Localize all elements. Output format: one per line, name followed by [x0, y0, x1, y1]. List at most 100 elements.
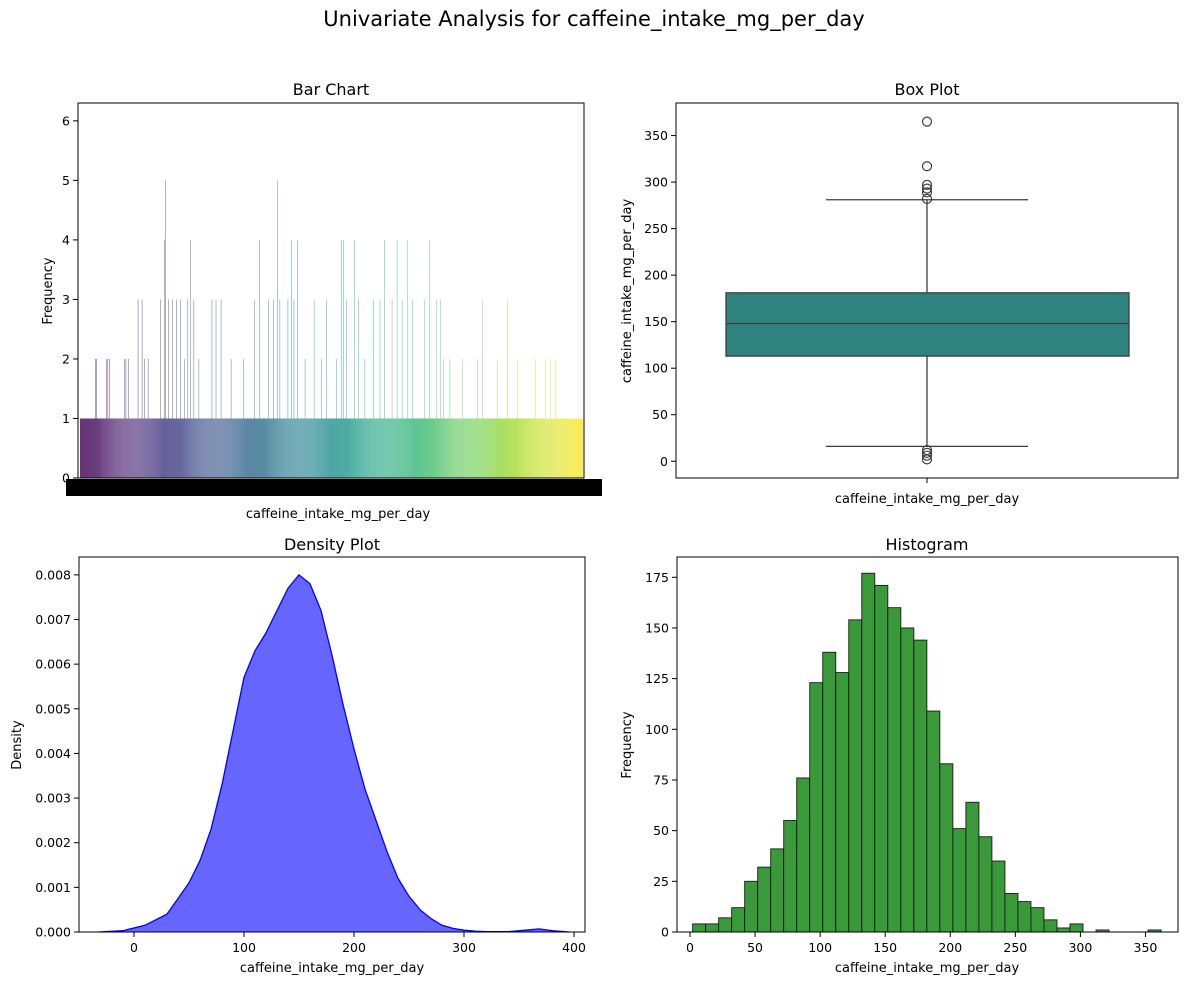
bar-chart-ylabel: Frequency	[41, 257, 56, 324]
bar-chart-x-tick-labels	[66, 479, 602, 496]
histogram-y-tick-label: 150	[645, 620, 669, 635]
histogram-bar	[978, 836, 993, 933]
density-plot-panel: 0.000 0.001 0.002 0.003 0.004 0.005 0.006 0.007…	[10, 535, 586, 976]
box-plot-y-tick-label: 350	[644, 128, 668, 143]
bar-chart-y-tick-label: 5	[62, 173, 70, 188]
histogram-bar	[1069, 923, 1084, 933]
box-plot-y-tick-label: 100	[644, 361, 668, 376]
density-plot-y-tick-label: 0.008	[35, 567, 71, 582]
histogram-x-ticks: 0 50 100 150 200 250 300 350	[686, 932, 1157, 955]
density-plot-y-tick-label: 0.006	[35, 657, 71, 672]
box-plot-outlier	[921, 183, 933, 194]
histogram-y-tick-label: 25	[653, 874, 669, 889]
box-plot-outlier	[921, 447, 933, 458]
density-plot-fill	[98, 574, 570, 932]
box-plot-y-tick-label: 150	[644, 314, 668, 329]
histogram-y-tick-label: 50	[653, 823, 669, 838]
histogram-bar	[952, 828, 967, 933]
histogram-bar	[744, 880, 759, 933]
box-plot-y-tick-label: 0	[660, 454, 668, 469]
box-plot-box	[725, 292, 1130, 357]
box-plot-outlier	[921, 116, 933, 127]
histogram-bar	[1017, 901, 1032, 933]
histogram-x-tick-label: 200	[938, 940, 962, 955]
box-plot-y-tick-label: 200	[644, 268, 668, 283]
density-plot-y-tick-label: 0.005	[35, 701, 71, 716]
histogram-x-tick-label: 0	[686, 940, 694, 955]
histogram-bar	[822, 651, 837, 933]
histogram-bar	[796, 777, 811, 933]
box-plot-elements	[725, 116, 1130, 465]
histogram-panel: 0 25 50 75 100 125 150 175 0 50 100 150 200 250 300 35…	[620, 535, 1179, 976]
histogram-y-tick-label: 0	[661, 925, 669, 940]
histogram-bar	[718, 917, 733, 933]
density-plot-xlabel: caffeine_intake_mg_per_day	[240, 961, 425, 976]
density-plot-y-tick-label: 0.007	[35, 612, 71, 627]
box-plot-y-tick-label: 50	[652, 407, 668, 422]
histogram-x-tick-label: 100	[808, 940, 832, 955]
histogram-frame	[676, 556, 1179, 933]
histogram-bar	[1056, 927, 1071, 933]
box-plot-y-tick-label: 250	[644, 221, 668, 236]
histogram-x-tick-label: 50	[747, 940, 763, 955]
histogram-y-tick-label: 175	[645, 570, 669, 585]
bar-chart-panel: 0 1 2 3 4 5 6 Bar Chart caffeine_intake_mg_per…	[41, 80, 602, 522]
histogram-x-tick-label: 300	[1068, 940, 1092, 955]
histogram-bar	[965, 801, 980, 933]
bar-chart-bars	[80, 180, 583, 478]
histogram-bar	[770, 848, 785, 933]
histogram-bar	[1043, 919, 1058, 933]
density-plot-x-tick-label: 0	[130, 940, 138, 955]
density-plot-frame	[78, 556, 586, 933]
density-plot-ylabel: Density	[10, 720, 25, 770]
density-plot-area	[98, 573, 570, 933]
histogram-y-tick-label: 100	[645, 722, 669, 737]
histogram-bar	[874, 584, 889, 933]
histogram-bar	[939, 763, 954, 933]
histogram-x-tick-label: 350	[1134, 940, 1158, 955]
histogram-y-tick-label: 75	[653, 772, 669, 787]
box-plot-outlier	[921, 161, 933, 172]
density-plot-x-tick-label: 200	[342, 940, 366, 955]
histogram-bar	[692, 923, 707, 933]
figure-title: Univariate Analysis for caffeine_intake_…	[323, 7, 864, 32]
histogram-x-tick-label: 150	[873, 940, 897, 955]
box-plot-xlabel: caffeine_intake_mg_per_day	[835, 492, 1020, 507]
density-plot-line	[98, 573, 570, 933]
density-plot-y-tick-label: 0.001	[35, 880, 71, 895]
bar-chart-y-ticks: 0 1 2 3 4 5 6	[62, 113, 78, 486]
density-plot-y-tick-label: 0.004	[35, 746, 71, 761]
box-plot-outlier	[921, 450, 933, 461]
density-plot-title: Density Plot	[284, 535, 380, 554]
bar-chart-title: Bar Chart	[293, 80, 369, 99]
density-plot-x-tick-label: 300	[452, 940, 476, 955]
box-plot-title: Box Plot	[895, 80, 960, 99]
histogram-y-ticks: 0 25 50 75 100 125 150 175	[645, 570, 677, 940]
histogram-bar	[900, 627, 915, 933]
bar-chart-y-tick-label: 2	[62, 351, 70, 366]
histogram-title: Histogram	[886, 535, 969, 554]
box-plot-outlier	[921, 193, 933, 204]
bar-chart-y-tick-label: 6	[62, 113, 70, 128]
histogram-bar	[1030, 907, 1045, 933]
histogram-x-tick-label: 250	[1003, 940, 1027, 955]
histogram-bar	[913, 639, 928, 933]
bar-chart-y-tick-label: 3	[62, 292, 70, 307]
histogram-bar	[705, 923, 720, 933]
density-plot-x-tick-label: 100	[232, 940, 256, 955]
histogram-bar	[991, 860, 1006, 933]
density-plot-y-tick-label: 0.003	[35, 791, 71, 806]
histogram-y-tick-label: 125	[645, 671, 669, 686]
box-plot-outlier	[921, 187, 933, 198]
box-plot-ylabel: caffeine_intake_mg_per_day	[620, 199, 635, 384]
bar-chart-y-tick-label: 4	[62, 232, 70, 247]
density-plot-x-tick-label: 400	[562, 940, 586, 955]
density-plot-y-tick-label: 0.000	[35, 925, 71, 940]
histogram-bar	[757, 866, 772, 933]
histogram-ylabel: Frequency	[620, 711, 635, 778]
histogram-bar	[887, 607, 902, 933]
histogram-bar	[731, 907, 746, 933]
histogram-bar	[848, 619, 863, 933]
density-plot-y-tick-label: 0.002	[35, 835, 71, 850]
